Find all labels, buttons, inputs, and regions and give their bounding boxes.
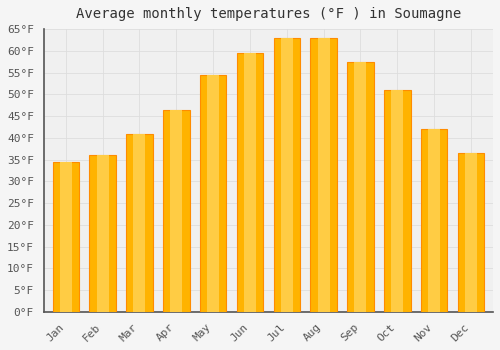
Bar xyxy=(96,155,108,312)
Bar xyxy=(170,110,182,312)
Bar xyxy=(310,38,337,312)
Title: Average monthly temperatures (°F ) in Soumagne: Average monthly temperatures (°F ) in So… xyxy=(76,7,461,21)
Bar xyxy=(465,153,477,312)
Bar xyxy=(90,155,116,312)
Bar xyxy=(281,38,292,312)
Bar xyxy=(354,62,366,312)
Bar xyxy=(318,38,330,312)
Bar xyxy=(52,162,79,312)
Bar xyxy=(60,162,72,312)
Bar xyxy=(458,153,484,312)
Bar xyxy=(200,75,226,312)
Bar xyxy=(126,133,152,312)
Bar xyxy=(347,62,374,312)
Bar xyxy=(274,38,300,312)
Bar xyxy=(134,133,145,312)
Bar xyxy=(421,129,448,312)
Bar xyxy=(428,129,440,312)
Bar xyxy=(244,53,256,312)
Bar xyxy=(236,53,263,312)
Bar xyxy=(392,90,404,312)
Bar xyxy=(163,110,190,312)
Bar xyxy=(384,90,410,312)
Bar xyxy=(207,75,219,312)
